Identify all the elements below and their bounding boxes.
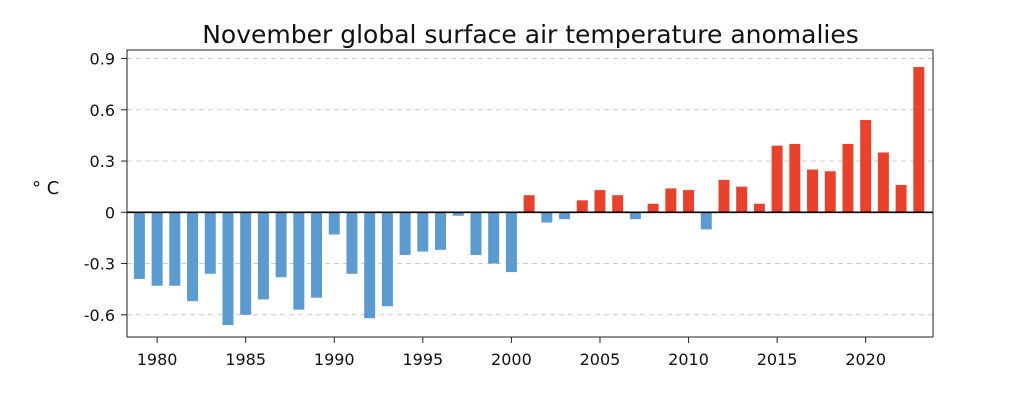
- bar-1981: [169, 212, 181, 286]
- bar-2014: [753, 203, 765, 213]
- axes: [121, 49, 934, 343]
- bar-2008: [647, 203, 659, 213]
- bar-2007: [629, 212, 641, 220]
- bar-1988: [293, 212, 305, 310]
- y-tick-label: 0: [105, 203, 115, 222]
- bar-1999: [488, 212, 500, 264]
- bar-2021: [877, 152, 889, 213]
- bar-1995: [417, 212, 429, 252]
- bar-2019: [842, 143, 854, 213]
- x-tick-label: 1985: [225, 350, 266, 369]
- bar-1990: [328, 212, 340, 235]
- bar-2012: [718, 179, 730, 213]
- bar-2017: [807, 169, 819, 213]
- chart-title: November global surface air temperature …: [202, 20, 859, 49]
- y-tick-label: 0.9: [90, 50, 115, 69]
- x-tick-label: 1980: [137, 350, 178, 369]
- bar-1992: [364, 212, 376, 319]
- bar-1982: [187, 212, 199, 302]
- bar-1991: [346, 212, 358, 274]
- bar-2015: [771, 145, 783, 213]
- bar-2000: [505, 212, 517, 273]
- y-tick-label: 0.6: [90, 101, 115, 120]
- bar-1985: [240, 212, 252, 315]
- bar-2022: [895, 184, 907, 213]
- bar-1996: [435, 212, 447, 250]
- x-tick-label: 2015: [757, 350, 798, 369]
- y-tick-label: 0.3: [90, 152, 115, 171]
- plot-frame: [126, 49, 934, 338]
- bar-2023: [913, 67, 925, 213]
- bar-1993: [381, 212, 393, 307]
- y-axis-label: ° C: [32, 178, 60, 199]
- bar-1986: [257, 212, 269, 300]
- bars: [133, 67, 925, 326]
- y-tick-label: -0.6: [84, 306, 115, 325]
- bar-1979: [133, 212, 145, 279]
- bar-2006: [612, 195, 624, 213]
- bar-2016: [789, 143, 801, 213]
- bar-1997: [452, 212, 464, 216]
- bar-2010: [683, 190, 695, 213]
- bar-2011: [700, 212, 712, 230]
- bar-2002: [541, 212, 553, 223]
- bar-2018: [824, 171, 836, 213]
- bar-2020: [860, 120, 872, 213]
- bar-1994: [399, 212, 411, 255]
- bar-2001: [523, 195, 535, 213]
- bar-1998: [470, 212, 482, 255]
- bar-1987: [275, 212, 287, 278]
- bar-2009: [665, 188, 677, 213]
- tick-labels: 0.9 0.6 0.3 0 -0.3 -0.6 1980 1985 1990 1995 2000 20…: [84, 50, 886, 369]
- bar-2005: [594, 190, 606, 213]
- x-tick-label: 2005: [580, 350, 621, 369]
- bar-1983: [204, 212, 216, 274]
- bar-1980: [151, 212, 163, 286]
- x-tick-label: 1990: [314, 350, 355, 369]
- x-tick-label: 2020: [845, 350, 886, 369]
- x-tick-label: 1995: [402, 350, 443, 369]
- bar-1984: [222, 212, 234, 326]
- bar-1989: [311, 212, 323, 298]
- bar-2013: [736, 186, 748, 213]
- bar-2003: [559, 212, 571, 220]
- x-tick-label: 2000: [491, 350, 532, 369]
- y-tick-label: -0.3: [84, 255, 115, 274]
- x-tick-label: 2010: [668, 350, 709, 369]
- bar-2004: [576, 200, 588, 213]
